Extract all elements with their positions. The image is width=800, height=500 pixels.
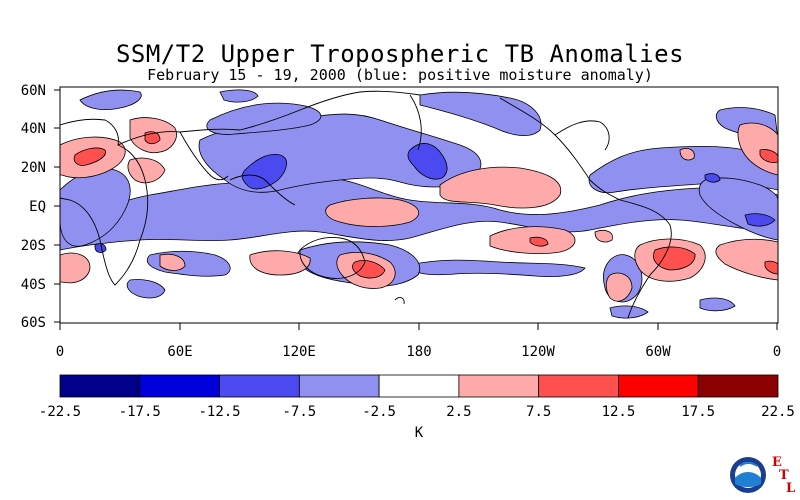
etl-letter-e: E (772, 455, 782, 470)
lat-label-60s: 60S (21, 315, 46, 331)
colorbar-tick-label: 12.5 (602, 404, 636, 420)
colorbar-swatch (618, 374, 699, 398)
negative-moisture-anomaly-regions (60, 117, 778, 302)
colorbar-swatch (139, 374, 220, 398)
colorbar-tick-label: 22.5 (761, 404, 795, 420)
longitude-axis: 0 60E 120E 180 120W 60W 0 (56, 323, 781, 360)
lat-label-40n: 40N (21, 121, 46, 137)
lon-label-180: 180 (406, 344, 431, 360)
etl-letter-l: L (786, 481, 796, 496)
colorbar-swatch (538, 374, 619, 398)
colorbar-swatch (458, 374, 540, 398)
lon-label-0: 0 (56, 344, 64, 360)
map-title: SSM/T2 Upper Tropospheric TB Anomalies (115, 40, 685, 68)
colorbar-tick-label: 17.5 (681, 404, 715, 420)
anomaly-field (60, 89, 778, 319)
strong-dry-anomaly-regions (73, 131, 778, 279)
etl-letter-t: T (779, 468, 789, 483)
colorbar-tick-label: -22.5 (39, 404, 81, 420)
colorbar-tick-label: -2.5 (362, 404, 396, 420)
colorbar-tick-label: 2.5 (446, 404, 471, 420)
lon-label-60w: 60W (645, 344, 671, 360)
colorbar-tick-label: 7.5 (526, 404, 551, 420)
colorbar-swatch (59, 374, 141, 398)
positive-moisture-anomaly-regions (60, 89, 778, 319)
colorbar-tick-label: -17.5 (119, 404, 161, 420)
lon-label-0-end: 0 (773, 344, 781, 360)
colorbar-tick-label: -7.5 (282, 404, 316, 420)
strong-moisture-anomaly-regions (94, 143, 776, 253)
colorbar: -22.5 -17.5 -12.5 -7.5 -2.5 2.5 7.5 12.5 17.5 22.… (39, 374, 795, 420)
lat-label-20s: 20S (21, 238, 46, 254)
map-subtitle: February 15 - 19, 2000 (blue: positive m… (147, 66, 653, 84)
colorbar-unit: K (415, 425, 424, 441)
lat-label-60n: 60N (21, 83, 46, 99)
continent-outlines (60, 90, 672, 319)
colorbar-swatch (697, 374, 779, 398)
latitude-axis: 60N 40N 20N EQ 20S 40S 60S (21, 83, 60, 331)
lon-label-120e: 120E (282, 344, 316, 360)
colorbar-swatch (298, 374, 380, 398)
colorbar-tick-label: -12.5 (198, 404, 240, 420)
colorbar-swatch (219, 374, 300, 398)
lat-label-20n: 20N (21, 160, 46, 176)
noaa-logo (730, 457, 766, 493)
lat-label-eq: EQ (29, 199, 46, 215)
lon-label-120w: 120W (521, 344, 555, 360)
colorbar-swatch (378, 374, 460, 398)
lat-label-40s: 40S (21, 277, 46, 293)
lon-label-60e: 60E (167, 344, 192, 360)
